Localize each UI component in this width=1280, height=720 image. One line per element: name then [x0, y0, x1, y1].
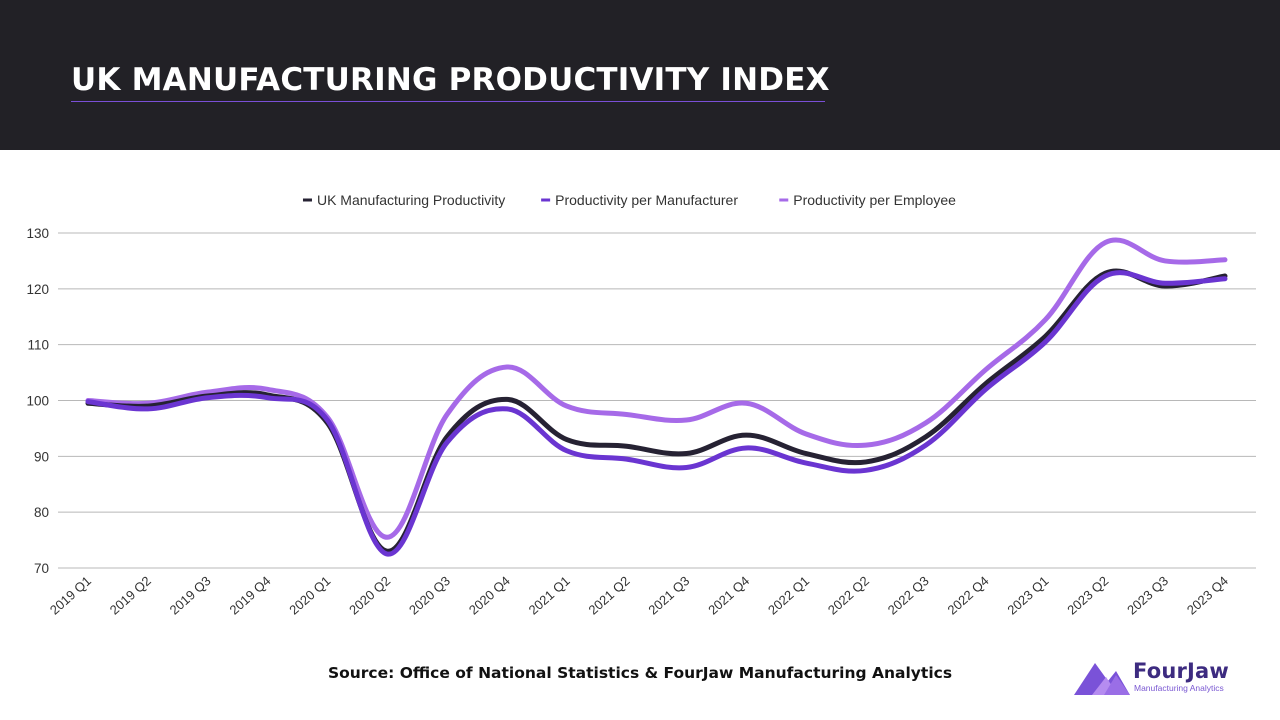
x-tick-label: 2023 Q3	[1124, 573, 1171, 618]
legend-swatch	[541, 198, 551, 202]
fourjaw-mountain-icon	[1074, 663, 1130, 695]
x-tick-label: 2020 Q2	[346, 573, 393, 618]
x-tick-label: 2022 Q4	[945, 573, 992, 618]
y-tick-label: 80	[34, 505, 49, 520]
chart-gridlines	[58, 232, 1256, 569]
title-underline	[71, 101, 825, 102]
x-axis-ticks: 2019 Q1 2019 Q2 2019 Q3 2019 Q4 2020 Q1 2020 …	[47, 573, 1231, 618]
x-tick-label: 2022 Q3	[885, 573, 932, 618]
x-tick-label: 2021 Q2	[585, 573, 632, 618]
x-tick-label: 2019 Q2	[107, 573, 154, 618]
legend-label: UK Manufacturing Productivity	[317, 192, 505, 208]
x-tick-label: 2019 Q1	[47, 573, 94, 618]
y-tick-label: 130	[26, 226, 49, 241]
chart-series-lines	[85, 237, 1228, 557]
x-tick-label: 2020 Q4	[466, 573, 513, 618]
legend-swatch	[779, 198, 789, 202]
x-tick-label: 2020 Q3	[406, 573, 453, 618]
x-tick-label: 2022 Q2	[825, 573, 872, 618]
y-tick-label: 100	[26, 394, 49, 409]
y-axis-ticks: 70 80 90 100 110 120 130	[26, 226, 49, 576]
x-tick-label: 2023 Q1	[1004, 573, 1051, 618]
y-tick-label: 70	[34, 561, 49, 576]
x-tick-label: 2021 Q1	[526, 573, 573, 618]
productivity-line-chart: UK Manufacturing Productivity Productivit…	[26, 192, 1256, 618]
source-caption: Source: Office of National Statistics & …	[327, 664, 953, 682]
legend-label: Productivity per Employee	[793, 192, 956, 208]
x-tick-label: 2023 Q4	[1184, 573, 1231, 618]
series-line-productivity-per-manufacturer	[85, 270, 1228, 557]
logo-name: FourJaw	[1133, 659, 1230, 683]
x-tick-label: 2021 Q3	[645, 573, 692, 618]
x-tick-label: 2020 Q1	[286, 573, 333, 618]
legend-swatch	[302, 198, 312, 202]
x-tick-label: 2023 Q2	[1064, 573, 1111, 618]
header-banner: UK MANUFACTURING PRODUCTIVITY INDEX	[0, 0, 1280, 150]
legend-label: Productivity per Manufacturer	[555, 192, 738, 208]
x-tick-label: 2021 Q4	[705, 573, 752, 618]
y-tick-label: 120	[26, 282, 49, 297]
page-title: UK MANUFACTURING PRODUCTIVITY INDEX	[71, 62, 830, 98]
logo-tagline: Manufacturing Analytics	[1134, 683, 1224, 693]
chart-legend: UK Manufacturing Productivity Productivit…	[302, 192, 956, 208]
y-tick-label: 110	[27, 338, 49, 353]
x-tick-label: 2019 Q3	[167, 573, 214, 618]
fourjaw-logo: FourJaw Manufacturing Analytics	[1074, 657, 1254, 701]
series-line-uk-manufacturing-productivity	[85, 268, 1228, 554]
series-line-productivity-per-employee	[85, 237, 1228, 540]
x-tick-label: 2022 Q1	[765, 573, 812, 618]
y-tick-label: 90	[34, 449, 49, 464]
x-tick-label: 2019 Q4	[226, 573, 273, 618]
